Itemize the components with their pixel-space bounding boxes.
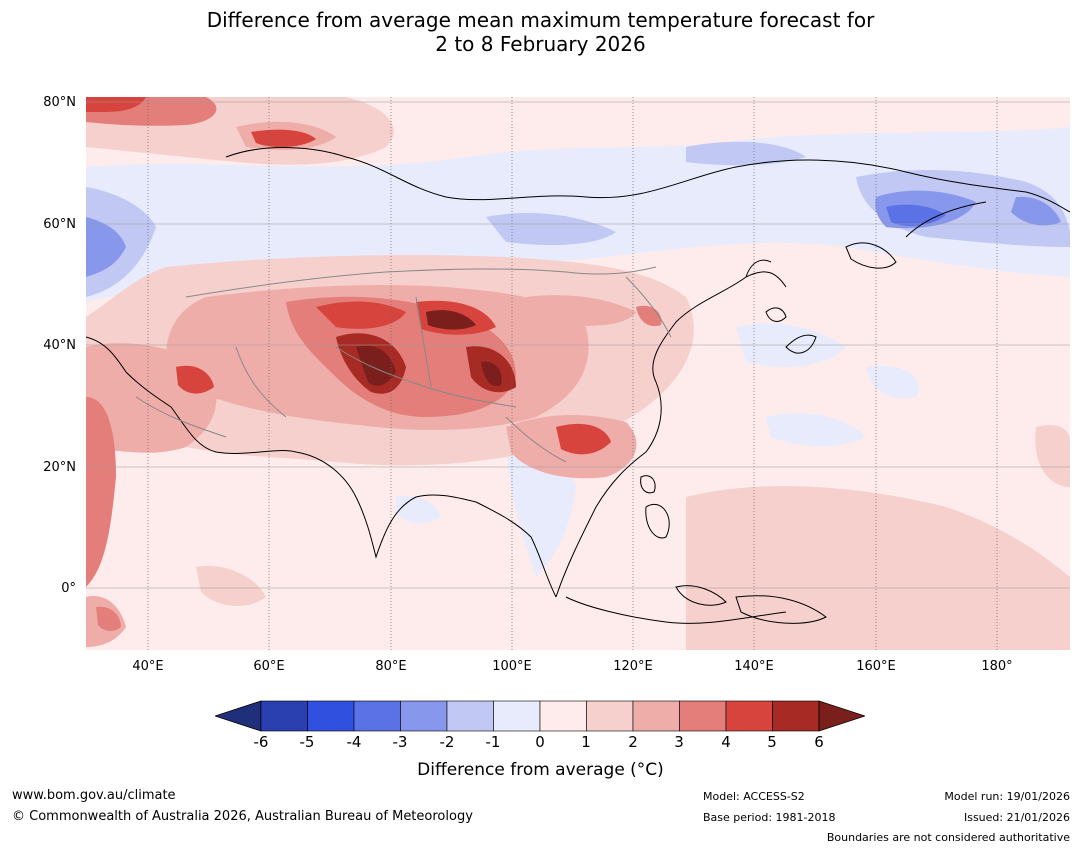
footer-disclaimer: Boundaries are not considered authoritat… bbox=[826, 831, 1070, 844]
footer-copyright: © Commonwealth of Australia 2026, Austra… bbox=[12, 809, 473, 824]
cb-tick-neg5: -5 bbox=[299, 733, 315, 751]
lat-label-60n: 60°N bbox=[43, 217, 76, 232]
colorbar-segment bbox=[725, 700, 773, 732]
colorbar-segment bbox=[493, 700, 541, 732]
colorbar-segment bbox=[586, 700, 634, 732]
footer-website: www.bom.gov.au/climate bbox=[12, 788, 176, 803]
country-borders bbox=[135, 266, 672, 463]
lon-label-100e: 100°E bbox=[492, 659, 532, 674]
title-line-2: 2 to 8 February 2026 bbox=[435, 32, 646, 56]
colorbar bbox=[215, 700, 865, 732]
chart-title: Difference from average mean maximum tem… bbox=[0, 8, 1081, 56]
cb-tick-5: 5 bbox=[767, 733, 777, 751]
footer-issued: Issued: 21/01/2026 bbox=[963, 811, 1070, 824]
cb-tick-1: 1 bbox=[581, 733, 591, 751]
lat-label-40n: 40°N bbox=[43, 338, 76, 353]
colorbar-segment bbox=[679, 700, 727, 732]
colorbar-segment bbox=[446, 700, 494, 732]
colorbar-extend-low bbox=[215, 700, 262, 732]
cb-tick-3: 3 bbox=[674, 733, 684, 751]
cb-tick-6: 6 bbox=[814, 733, 824, 751]
lon-label-40e: 40°E bbox=[132, 659, 164, 674]
map-svg bbox=[86, 97, 1070, 650]
lon-label-80e: 80°E bbox=[375, 659, 407, 674]
lon-label-60e: 60°E bbox=[253, 659, 285, 674]
cb-tick-2: 2 bbox=[628, 733, 638, 751]
lat-label-80n: 80°N bbox=[43, 95, 76, 110]
cb-tick-neg4: -4 bbox=[346, 733, 362, 751]
cb-tick-neg2: -2 bbox=[439, 733, 455, 751]
colorbar-segment bbox=[260, 700, 308, 732]
cb-tick-neg6: -6 bbox=[253, 733, 269, 751]
cb-tick-neg3: -3 bbox=[392, 733, 408, 751]
footer-model-run: Model run: 19/01/2026 bbox=[944, 790, 1070, 803]
colorbar-segment bbox=[772, 700, 820, 732]
lat-label-0: 0° bbox=[61, 581, 76, 596]
colorbar-segment bbox=[307, 700, 355, 732]
cb-tick-4: 4 bbox=[721, 733, 731, 751]
lon-label-120e: 120°E bbox=[613, 659, 653, 674]
warm-anomaly-layer bbox=[86, 97, 1070, 650]
title-line-1: Difference from average mean maximum tem… bbox=[206, 8, 875, 32]
cool-anomaly-layer bbox=[86, 127, 1070, 577]
forecast-map bbox=[86, 97, 1070, 650]
latitude-lines bbox=[86, 101, 1070, 589]
cb-tick-0: 0 bbox=[535, 733, 545, 751]
coastlines bbox=[86, 147, 1070, 624]
footer-base-period: Base period: 1981-2018 bbox=[703, 811, 836, 824]
colorbar-extend-high bbox=[818, 700, 865, 732]
lon-label-140e: 140°E bbox=[734, 659, 774, 674]
cb-tick-neg1: -1 bbox=[485, 733, 501, 751]
colorbar-label: Difference from average (°C) bbox=[417, 760, 664, 780]
lon-label-160e: 160°E bbox=[856, 659, 896, 674]
lon-label-180: 180° bbox=[981, 659, 1013, 674]
colorbar-segment bbox=[353, 700, 401, 732]
footer-model: Model: ACCESS-S2 bbox=[703, 790, 805, 803]
map-gridlines bbox=[147, 97, 998, 650]
colorbar-segment bbox=[632, 700, 680, 732]
colorbar-segment bbox=[400, 700, 448, 732]
lat-label-20n: 20°N bbox=[43, 460, 76, 475]
colorbar-segment bbox=[539, 700, 587, 732]
